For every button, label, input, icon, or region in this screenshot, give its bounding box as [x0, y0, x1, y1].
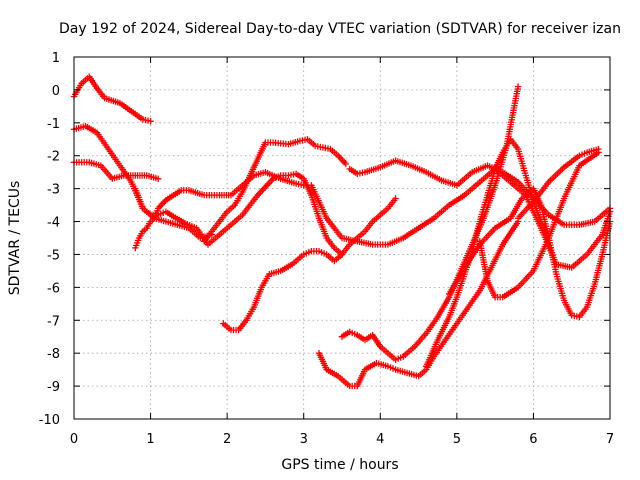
x-tick-label: 2 [223, 432, 231, 447]
y-tick-label: -3 [47, 183, 60, 198]
y-axis-label: SDTVAR / TECUs [7, 181, 23, 296]
x-tick-label: 7 [606, 432, 614, 447]
plot-frame [73, 56, 611, 420]
marks-layer [70, 73, 614, 390]
y-tick-label: -5 [47, 248, 60, 263]
series-markers [446, 185, 614, 321]
y-tick-label: -9 [47, 380, 60, 395]
y-tick-label: 1 [52, 51, 60, 66]
y-axis-ticks: 1 0 -1 -2 -3 -4 -5 -6 -7 -8 -9 -10 [39, 51, 610, 428]
y-tick-label: -6 [47, 281, 60, 296]
x-tick-label: 0 [70, 432, 78, 447]
series-track-13 [446, 185, 614, 321]
x-tick-label: 5 [453, 432, 461, 447]
y-tick-label: -4 [47, 216, 60, 231]
y-tick-label: -1 [47, 117, 60, 132]
x-tick-label: 3 [300, 432, 308, 447]
x-axis-label: GPS time / hours [281, 457, 398, 473]
series-markers [220, 195, 399, 334]
x-axis-ticks: 0 1 2 3 4 5 6 7 [70, 57, 614, 447]
y-tick-label: -7 [47, 314, 60, 329]
series-markers [201, 136, 349, 245]
series-track-6 [201, 136, 349, 245]
series-markers [514, 145, 602, 222]
series-track-14 [476, 149, 602, 301]
y-tick-label: -8 [47, 347, 60, 362]
x-tick-label: 1 [146, 432, 154, 447]
series-track-15 [514, 145, 602, 222]
y-tick-label: -2 [47, 150, 60, 165]
y-tick-label: 0 [52, 84, 60, 99]
series-track-7 [220, 195, 399, 334]
x-tick-label: 6 [529, 432, 537, 447]
series-markers [132, 170, 346, 258]
series-track-5 [132, 170, 346, 258]
x-tick-label: 4 [376, 432, 384, 447]
series-markers [476, 149, 602, 301]
y-tick-label: -10 [39, 413, 60, 428]
chart-title: Day 192 of 2024, Sidereal Day-to-day VTE… [59, 21, 621, 37]
